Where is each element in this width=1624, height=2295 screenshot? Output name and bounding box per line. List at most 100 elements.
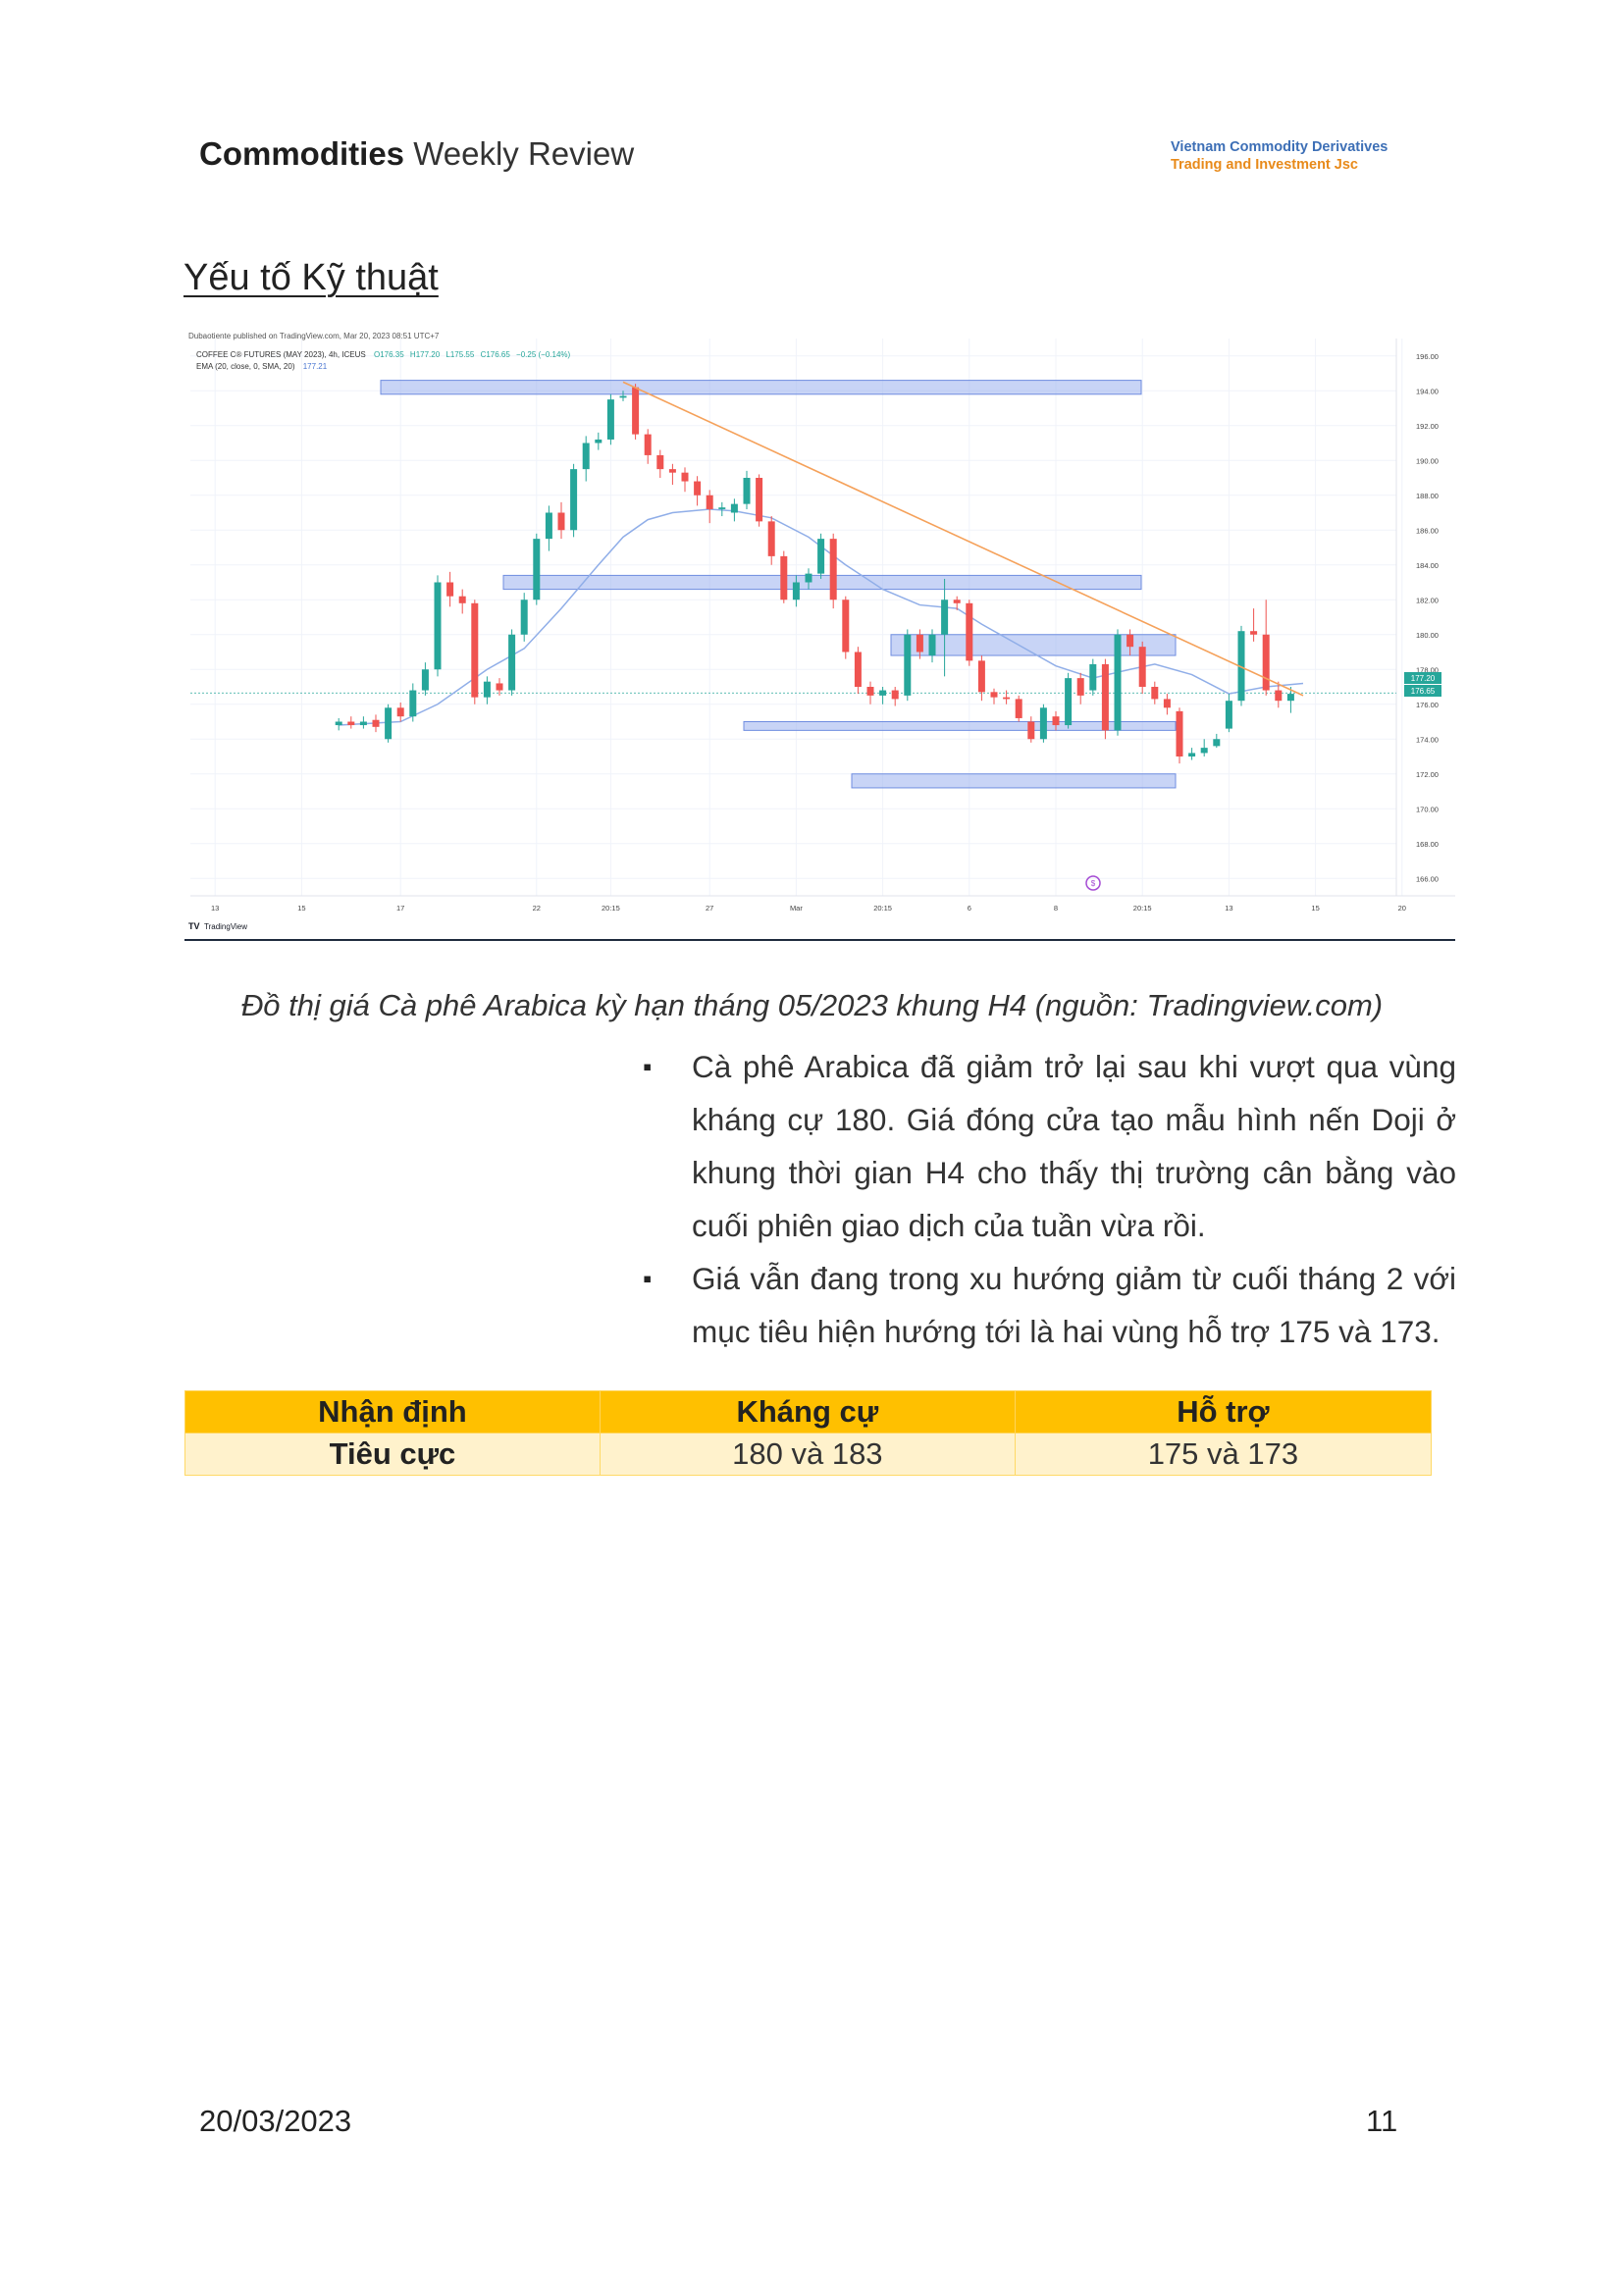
y-tick-label-1: 194.00 (1416, 387, 1439, 395)
chart-zones (380, 380, 1177, 789)
candle-body-48 (928, 634, 936, 656)
cell-assessment: Tiêu cực (184, 1433, 601, 1476)
tradingview-brand: TV TradingView (188, 921, 247, 931)
candle-body-9 (446, 582, 454, 597)
x-tick-label-10: 20:15 (1133, 904, 1152, 913)
y-tick-label-3: 190.00 (1416, 456, 1439, 465)
candle-body-64 (1126, 634, 1134, 648)
y-tick-label-11: 174.00 (1416, 735, 1439, 744)
candle-body-56 (1027, 721, 1035, 740)
candle-body-4 (385, 707, 393, 740)
x-tick-label-0: 13 (211, 904, 219, 913)
candle-body-14 (508, 634, 516, 691)
x-tick-label-11: 13 (1225, 904, 1232, 913)
candle-body-33 (743, 478, 751, 504)
candle-body-73 (1237, 631, 1245, 702)
chart-ohlc-close: C176.65 (481, 350, 511, 359)
candle-body-67 (1163, 699, 1171, 708)
candle-body-52 (977, 660, 985, 693)
y-tick-label-8: 180.00 (1416, 631, 1439, 640)
candle-body-71 (1213, 739, 1221, 747)
candle-body-50 (953, 600, 961, 603)
x-tick-label-7: 20:15 (873, 904, 892, 913)
chart-ohlc-low: L175.55 (445, 350, 474, 359)
header-support: Hỗ trợ (1014, 1390, 1433, 1434)
chart-symbol: COFFEE C® FUTURES (MAY 2023), 4h, ICEUS (196, 350, 366, 359)
candle-body-12 (483, 681, 491, 698)
svg-text:$: $ (1091, 879, 1096, 888)
header-title-rest: Weekly Review (404, 135, 635, 172)
x-tick-label-12: 15 (1311, 904, 1319, 913)
candle-body-13 (496, 683, 503, 691)
y-tick-label-14: 168.00 (1416, 840, 1439, 849)
candle-body-22 (606, 399, 614, 440)
support-resistance-zone-1 (502, 574, 1142, 591)
candle-body-11 (471, 602, 479, 698)
x-tick-label-8: 6 (968, 904, 971, 913)
candle-body-7 (421, 669, 429, 691)
candle-body-32 (730, 503, 738, 513)
candle-body-68 (1176, 710, 1183, 756)
price-tag-1-bg (1404, 672, 1441, 684)
chart-ema-legend: EMA (20, close, 0, SMA, 20) 177.21 (196, 362, 328, 371)
cell-resistance: 180 và 183 (599, 1433, 1016, 1476)
chart-ohlc-change: −0.25 (−0.14%) (516, 350, 570, 359)
analysis-bullets: Cà phê Arabica đã giảm trở lại sau khi v… (643, 1040, 1456, 1358)
chart-candles (335, 384, 1294, 764)
footer-page-number: 11 (1366, 2104, 1398, 2138)
candle-body-65 (1138, 647, 1146, 687)
candle-body-41 (842, 600, 850, 652)
price-tag-1: 177.20 (1411, 674, 1436, 683)
chart-ohlc-high: H177.20 (410, 350, 441, 359)
x-tick-label-6: Mar (790, 904, 803, 913)
x-tick-label-5: 27 (706, 904, 713, 913)
candle-body-28 (681, 472, 689, 482)
candle-body-17 (545, 512, 552, 540)
candle-body-37 (792, 582, 800, 600)
logo-line-2: Trading and Investment Jsc (1171, 157, 1358, 173)
y-tick-label-4: 188.00 (1416, 492, 1439, 500)
x-tick-label-2: 17 (396, 904, 404, 913)
candle-body-2 (359, 721, 367, 726)
candle-body-54 (1003, 697, 1011, 700)
candle-body-58 (1052, 716, 1060, 726)
y-tick-label-6: 184.00 (1416, 561, 1439, 570)
candle-body-35 (767, 521, 775, 556)
candle-body-70 (1200, 748, 1208, 754)
y-tick-label-12: 172.00 (1416, 770, 1439, 779)
candle-body-26 (656, 454, 664, 470)
y-tick-label-7: 182.00 (1416, 596, 1439, 604)
candle-body-5 (396, 707, 404, 717)
candle-body-55 (1015, 699, 1022, 718)
candle-body-20 (582, 443, 590, 470)
chart-trendline (622, 381, 1304, 697)
candle-body-43 (866, 687, 874, 696)
assessment-table: Nhận định Kháng cự Hỗ trợ Tiêu cực 180 v… (184, 1390, 1433, 1476)
price-tag-2-bg (1404, 685, 1441, 697)
candle-body-51 (966, 602, 973, 661)
assessment-header-row: Nhận định Kháng cự Hỗ trợ (184, 1390, 1433, 1434)
chart-price-tags: 177.20 176.65 (1404, 672, 1441, 697)
candle-body-24 (632, 387, 640, 435)
y-tick-label-2: 192.00 (1416, 422, 1439, 431)
candle-body-45 (891, 690, 899, 700)
x-tick-label-4: 20:15 (602, 904, 620, 913)
chart-ohlc-open: O176.35 (374, 350, 404, 359)
candle-body-72 (1225, 701, 1232, 729)
candle-body-39 (817, 539, 825, 574)
chart-legend: COFFEE C® FUTURES (MAY 2023), 4h, ICEUS … (196, 350, 571, 359)
candle-body-74 (1250, 631, 1258, 635)
candle-body-77 (1286, 694, 1294, 702)
candle-body-76 (1275, 690, 1283, 702)
candle-body-29 (694, 481, 702, 496)
chart-ema-value: 177.21 (303, 362, 328, 371)
candle-body-27 (668, 469, 676, 473)
candle-body-8 (434, 582, 442, 670)
candle-body-63 (1114, 634, 1122, 731)
y-tick-label-10: 176.00 (1416, 701, 1439, 709)
report-header: Commodities Weekly Review (199, 135, 634, 173)
support-resistance-zone-3 (743, 721, 1177, 731)
candle-body-46 (904, 634, 912, 696)
candle-body-42 (854, 652, 862, 687)
cell-support: 175 và 173 (1014, 1433, 1433, 1476)
